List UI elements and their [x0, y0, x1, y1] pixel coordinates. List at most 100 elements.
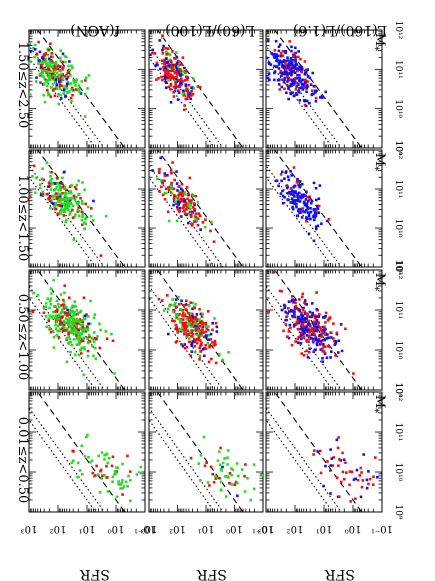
data-point [81, 212, 84, 215]
data-point [49, 206, 52, 210]
data-point [159, 67, 162, 71]
data-point [333, 339, 336, 343]
data-point [298, 79, 301, 83]
data-point [139, 471, 142, 475]
data-point [189, 97, 193, 101]
data-point [207, 325, 210, 328]
column-title-1: 0.50≤z<1.00 [15, 294, 30, 381]
data-point [167, 69, 171, 73]
data-point [184, 321, 188, 325]
data-point [345, 471, 348, 474]
data-point [287, 198, 290, 202]
data-point [48, 59, 52, 63]
data-point [98, 346, 102, 350]
data-point [167, 74, 170, 78]
data-point [294, 67, 297, 70]
data-point [186, 221, 190, 225]
data-point [303, 299, 307, 302]
data-point [300, 295, 304, 299]
data-point [170, 60, 173, 64]
data-point [66, 75, 70, 79]
data-point [314, 322, 318, 326]
data-point [204, 343, 208, 347]
data-point [176, 98, 180, 101]
data-point [57, 102, 61, 106]
data-point [320, 222, 323, 226]
data-point [142, 58, 145, 61]
data-point [65, 327, 69, 331]
data-point [41, 167, 44, 171]
data-point [320, 333, 323, 336]
data-point [48, 71, 51, 75]
data-point [55, 320, 59, 324]
data-point [321, 331, 324, 334]
data-point [72, 238, 76, 241]
data-point [184, 201, 188, 205]
data-point [169, 63, 173, 67]
data-point [82, 330, 85, 333]
data-point [304, 194, 307, 198]
data-point [327, 218, 331, 221]
data-point [309, 329, 313, 333]
data-point [175, 66, 178, 69]
data-point [50, 86, 53, 89]
data-point [203, 346, 206, 350]
data-point [53, 74, 57, 77]
panel-frame-r2-c0 [265, 391, 383, 513]
data-point [329, 356, 332, 359]
data-point [179, 328, 182, 331]
data-point [293, 80, 296, 84]
ref-line-dotted-2 [266, 176, 334, 267]
data-point [92, 354, 95, 358]
data-point [83, 347, 86, 351]
data-point [307, 323, 311, 327]
data-point [66, 198, 69, 202]
data-point [65, 82, 69, 86]
data-point [286, 312, 290, 315]
data-point [281, 189, 284, 193]
data-point [181, 73, 185, 77]
data-point [175, 305, 178, 309]
data-point [311, 71, 315, 75]
data-point [48, 199, 52, 203]
data-point [297, 315, 300, 319]
data-point [304, 320, 308, 324]
data-point [177, 185, 181, 188]
data-point [173, 194, 177, 198]
data-point [71, 196, 75, 200]
data-point [41, 190, 45, 194]
data-point [37, 62, 40, 66]
data-point [318, 326, 321, 329]
data-point [219, 468, 223, 471]
panel-ticks-r1-c2 [149, 150, 264, 268]
data-point [231, 468, 235, 472]
data-point [361, 479, 365, 482]
data-point [201, 328, 204, 331]
data-point [69, 211, 72, 214]
data-point [49, 42, 52, 46]
data-point [149, 39, 150, 42]
data-point [176, 208, 180, 211]
data-point [278, 59, 282, 63]
data-point [70, 99, 73, 103]
data-point [34, 176, 38, 180]
data-point [100, 477, 104, 480]
data-point [68, 213, 72, 216]
data-point [293, 195, 296, 198]
data-point [218, 463, 222, 467]
data-point [41, 74, 44, 78]
data-point [129, 499, 132, 503]
data-point [277, 63, 281, 66]
data-point [66, 207, 70, 211]
data-point [86, 328, 89, 332]
data-point [304, 327, 307, 330]
data-point [29, 42, 31, 45]
data-point [52, 195, 55, 199]
data-point [172, 76, 175, 80]
data-point [79, 327, 82, 330]
data-point [76, 475, 79, 479]
data-point [58, 81, 61, 85]
mass-tick-label-c1-2: 10¹¹ [393, 301, 403, 320]
data-point [121, 479, 124, 482]
